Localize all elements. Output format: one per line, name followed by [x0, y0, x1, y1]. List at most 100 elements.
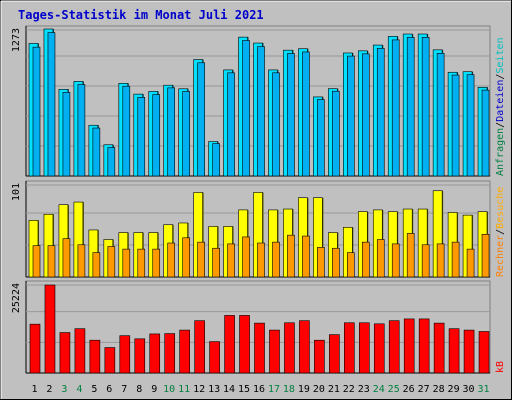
bar-dateien [347, 55, 355, 177]
bar-kb [104, 347, 116, 374]
legend-item: / [495, 122, 506, 128]
day-label: 23 [358, 384, 370, 395]
day-label: 16 [253, 384, 265, 395]
bar-dateien [272, 72, 280, 177]
bar-kb [29, 323, 41, 374]
day-label: 24 [373, 384, 385, 395]
bar-besuche [272, 241, 280, 278]
bar-dateien [152, 94, 161, 177]
legend-text: Rechner/Besuche [495, 187, 506, 277]
bar-dateien [122, 85, 131, 177]
bar-kb [388, 320, 400, 374]
bar-kb [239, 315, 250, 374]
bar-besuche [107, 246, 116, 278]
bar-besuche [302, 235, 310, 278]
bar-dateien [287, 53, 295, 177]
day-label: 19 [298, 384, 310, 395]
day-label: 5 [91, 384, 97, 395]
chart-title: Tages-Statistik im Monat Juli 2021 [18, 8, 264, 22]
bar-dateien [391, 39, 400, 177]
bar-dateien [361, 53, 370, 177]
bar-kb [209, 341, 220, 374]
bar-dateien [421, 37, 430, 177]
bar-kb [74, 328, 86, 374]
bar-besuche [77, 244, 86, 278]
legend-item: / [495, 229, 506, 235]
bar-dateien [242, 40, 250, 177]
bar-besuche [391, 243, 400, 278]
bar-besuche [167, 242, 176, 278]
bar-besuche [436, 243, 445, 278]
bar-dateien [167, 87, 176, 177]
bar-dateien [376, 47, 385, 177]
bar-besuche [152, 248, 161, 278]
y-max-label: 101 [11, 183, 22, 201]
day-label: 26 [403, 384, 415, 395]
bar-kb [403, 318, 415, 374]
bar-besuche [122, 248, 131, 278]
bar-dateien [47, 32, 56, 177]
bar-besuche [92, 252, 101, 278]
bar-kb [299, 320, 310, 374]
bar-besuche [466, 248, 475, 278]
day-label: 14 [223, 384, 235, 395]
bar-dateien [302, 51, 310, 177]
bar-besuche [361, 241, 370, 278]
bar-kb [329, 334, 340, 374]
day-label: 29 [448, 384, 460, 395]
bar-besuche [47, 245, 56, 278]
bar-dateien [197, 62, 205, 177]
bar-besuche [242, 236, 250, 278]
bar-dateien [227, 72, 235, 177]
bar-dateien [436, 52, 445, 177]
panel-kb: 25224 kB [11, 280, 506, 374]
day-label: 30 [463, 384, 475, 395]
day-label: 21 [328, 384, 340, 395]
bar-besuche [406, 233, 415, 278]
legend-text: Anfragen/Dateien/Seiten [495, 37, 506, 176]
bar-besuche [287, 234, 295, 278]
bar-kb [119, 335, 131, 374]
bar-kb [463, 329, 475, 374]
bar-kb [373, 323, 385, 374]
day-label: 3 [61, 384, 67, 395]
legend-item: Rechner [495, 235, 506, 277]
bar-kb [59, 332, 71, 374]
bar-dateien [332, 90, 340, 177]
bar-kb [149, 333, 161, 374]
bar-besuche [227, 243, 235, 278]
bar-dateien [92, 127, 101, 177]
bar-kb [44, 284, 56, 374]
bar-besuche [212, 247, 220, 278]
panel-visits: 101 Rechner/Besuche [11, 180, 506, 278]
legend-item: Dateien [495, 80, 506, 122]
legend-item: Seiten [495, 37, 506, 73]
day-label: 31 [477, 384, 489, 395]
bar-besuche [137, 248, 146, 278]
bar-kb [134, 338, 146, 374]
bar-kb [418, 318, 430, 374]
y-max-label: 25224 [11, 283, 22, 313]
bar-dateien [62, 92, 71, 177]
bar-dateien [481, 89, 490, 177]
bar-kb [433, 322, 445, 374]
day-label: 15 [238, 384, 250, 395]
bar-besuche [376, 239, 385, 278]
legend-item: / [495, 74, 506, 80]
bar-kb [179, 329, 190, 374]
bar-kb [358, 322, 370, 374]
bar-kb [269, 329, 280, 374]
bar-kb [164, 333, 176, 374]
day-label: 27 [418, 384, 430, 395]
day-label: 17 [268, 384, 280, 395]
day-label: 4 [76, 384, 82, 395]
bar-dateien [451, 74, 460, 177]
bar-kb [448, 328, 460, 374]
bar-kb [194, 320, 205, 374]
day-label: 9 [151, 384, 157, 395]
bar-dateien [257, 46, 265, 177]
day-label: 18 [283, 384, 295, 395]
bar-besuche [32, 245, 41, 278]
day-label: 2 [46, 384, 52, 395]
